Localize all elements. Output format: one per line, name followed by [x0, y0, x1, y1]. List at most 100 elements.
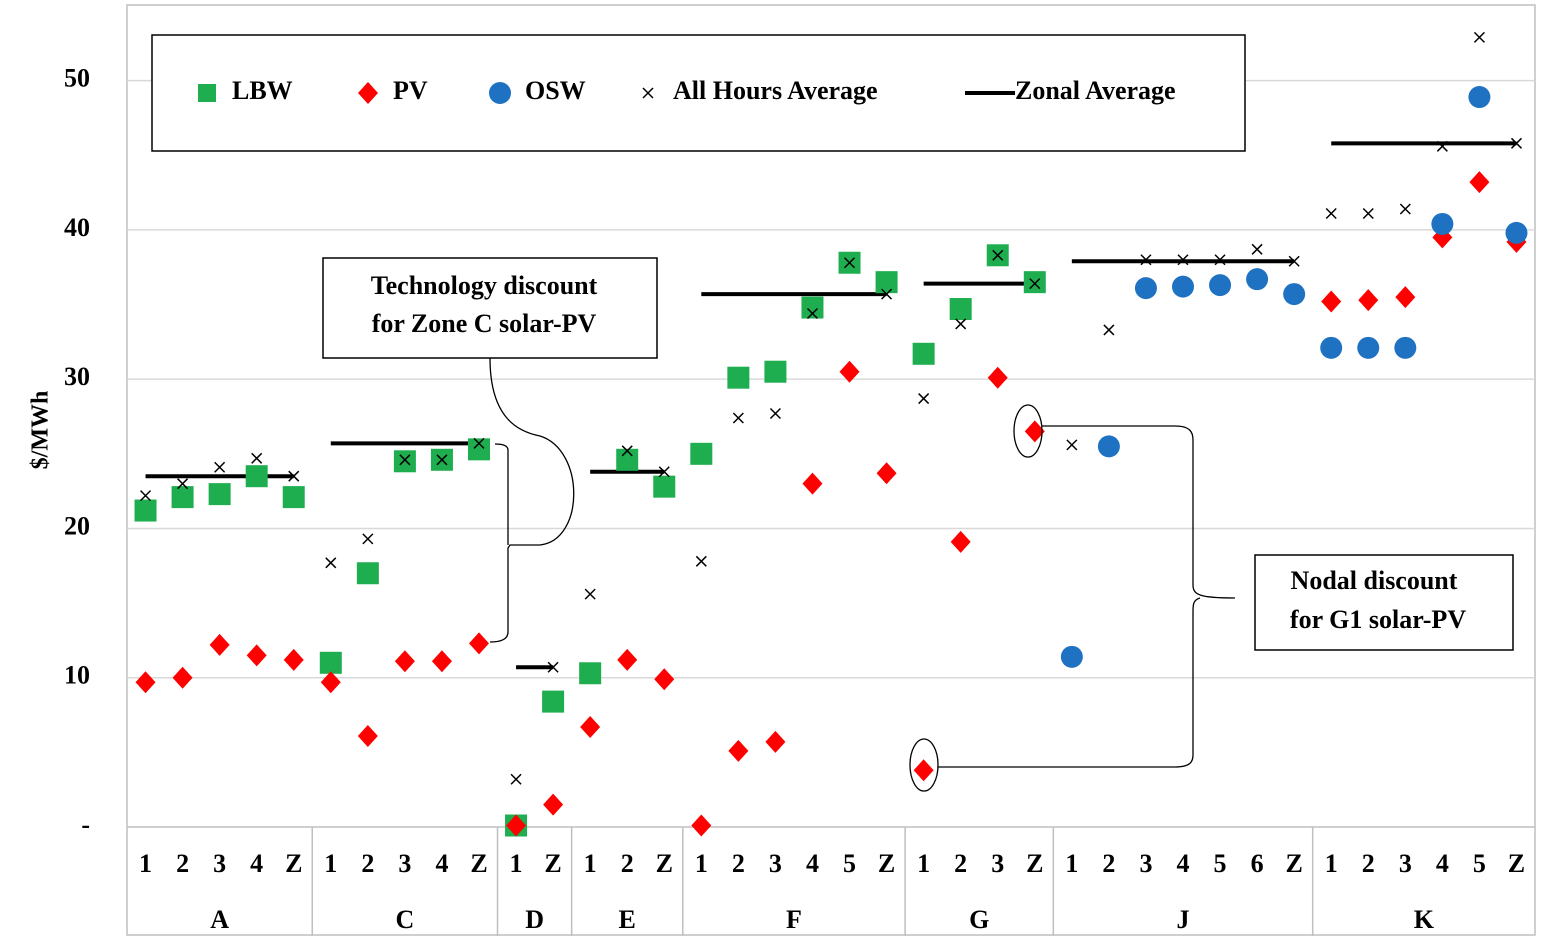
annotation-text: for Zone C solar-PV — [372, 309, 597, 338]
marker-circle — [1060, 645, 1083, 668]
marker-cross — [1103, 324, 1115, 336]
legend-label: LBW — [232, 76, 293, 105]
x-tick-label: Z — [878, 849, 895, 878]
legend-label: All Hours Average — [673, 76, 878, 105]
x-tick-label: 1 — [917, 849, 930, 878]
marker-cross — [658, 466, 670, 478]
marker-diamond — [580, 715, 601, 738]
marker-square — [875, 271, 898, 294]
x-tick-label: Z — [1508, 849, 1525, 878]
zonal-lines — [145, 141, 1517, 670]
x-tick-label: 3 — [991, 849, 1004, 878]
marker-square — [319, 651, 342, 674]
marker-circle — [1357, 336, 1380, 359]
marker-square — [801, 296, 824, 319]
marker-cross — [1029, 278, 1041, 290]
marker-square — [393, 450, 416, 473]
marker-square — [356, 562, 379, 585]
annotation-text: Nodal discount — [1291, 566, 1458, 595]
marker-cross — [881, 288, 893, 300]
marker-square — [171, 486, 194, 509]
marker-diamond — [543, 793, 564, 816]
marker-square — [1023, 271, 1046, 294]
marker-circle — [1097, 435, 1120, 458]
x-tick-label: 1 — [584, 849, 597, 878]
legend-label: Zonal Average — [1015, 76, 1176, 105]
annotation-text: Technology discount — [371, 271, 598, 300]
plot-frame — [126, 4, 1536, 936]
marker-cross — [214, 461, 226, 473]
group-label: G — [969, 905, 989, 934]
x-tick-label: 2 — [621, 849, 634, 878]
marker-diamond — [209, 633, 230, 656]
marker-square — [542, 690, 565, 713]
x-tick-label: 3 — [769, 849, 782, 878]
marker-cross — [1288, 255, 1300, 267]
marker-diamond — [950, 530, 971, 553]
x-tick-label: 1 — [695, 849, 708, 878]
marker-cross — [473, 437, 485, 449]
x-tick-label: 6 — [1251, 849, 1264, 878]
marker-cross — [1362, 207, 1374, 220]
marker-circle — [1468, 86, 1491, 109]
x-tick-label: 2 — [1362, 849, 1375, 878]
marker-square — [764, 360, 787, 383]
x-tick-label: 3 — [398, 849, 411, 878]
x-tick-label: 4 — [1177, 849, 1190, 878]
legend-marker — [198, 84, 216, 102]
group-label: K — [1414, 905, 1435, 934]
marker-square — [579, 662, 602, 685]
annotation-ellipse — [1013, 404, 1043, 458]
x-tick-label: 3 — [213, 849, 226, 878]
marker-square — [653, 475, 676, 498]
marker-cross — [1251, 243, 1263, 255]
marker-diamond — [1321, 290, 1342, 313]
x-tick-label: 2 — [361, 849, 374, 878]
marker-diamond — [1395, 286, 1416, 309]
marker-cross — [1066, 439, 1078, 451]
group-label: J — [1177, 905, 1190, 934]
x-tick-label: 1 — [324, 849, 337, 878]
x-tick-label: 4 — [250, 849, 263, 878]
marker-cross — [584, 588, 596, 600]
legend-box — [151, 34, 1246, 152]
x-tick-label: 1 — [1325, 849, 1338, 878]
marker-cross — [769, 407, 781, 420]
marker-cross — [1214, 254, 1226, 266]
x-tick-label: Z — [1285, 849, 1302, 878]
marker-cross — [1510, 137, 1523, 149]
legend-marker — [642, 87, 654, 99]
marker-diamond — [913, 759, 934, 782]
marker-diamond — [506, 814, 527, 837]
marker-diamond — [1024, 420, 1045, 443]
marker-cross — [992, 249, 1004, 261]
marker-square — [727, 366, 750, 389]
marker-diamond — [1469, 171, 1490, 194]
marker-square — [468, 438, 490, 461]
marker-cross — [1436, 140, 1448, 152]
marker-circle — [1394, 336, 1417, 359]
marker-square — [616, 448, 639, 471]
marker-circle — [1505, 221, 1528, 244]
x-tick-label: 1 — [1065, 849, 1078, 878]
y-tick-label: 20 — [64, 511, 90, 540]
marker-cross — [918, 393, 930, 405]
legend-label: OSW — [525, 76, 586, 105]
marker-diamond — [469, 632, 489, 655]
annotation-box — [1254, 554, 1514, 651]
x-tick-label: 4 — [435, 849, 448, 878]
marker-circle — [1209, 274, 1232, 297]
marker-cross — [1140, 254, 1152, 266]
marker-cross — [1177, 254, 1189, 266]
x-tick-label: 1 — [510, 849, 523, 878]
legend: LBW PV OSW All Hours Average Zonal Average — [198, 76, 1176, 105]
marker-cross — [695, 555, 707, 567]
y-axis-label: $/MWh — [28, 391, 54, 470]
y-tick-label: - — [81, 810, 90, 839]
marker-diamond — [172, 666, 193, 689]
marker-cross — [436, 454, 448, 466]
marker-diamond — [394, 650, 415, 673]
marker-diamond — [431, 650, 452, 673]
